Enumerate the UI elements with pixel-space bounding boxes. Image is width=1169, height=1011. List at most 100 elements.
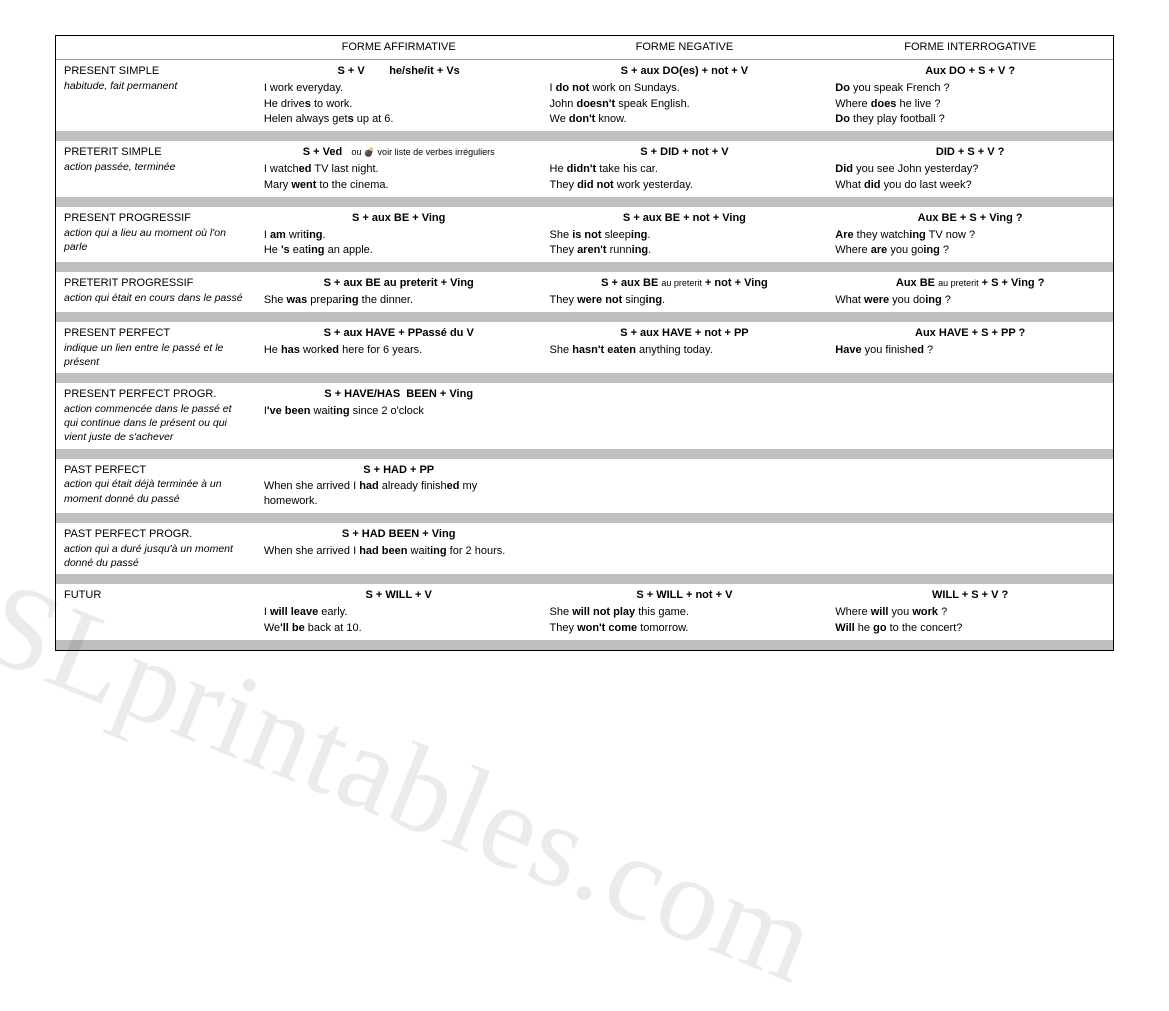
tense-desc: habitude, fait permanent — [64, 79, 248, 93]
tense-name: PRESENT PROGRESSIF — [64, 211, 248, 226]
example-line: John doesn't speak English. — [550, 97, 820, 112]
header-affirmative: FORME AFFIRMATIVE — [256, 36, 542, 59]
example-line: They aren't running. — [550, 243, 820, 258]
formula: S + HAD + PP — [264, 463, 534, 478]
header-row: FORME AFFIRMATIVE FORME NEGATIVE FORME I… — [56, 36, 1113, 60]
aff-cell: S + HAD BEEN + VingWhen she arrived I ha… — [256, 523, 542, 574]
tense-desc: indique un lien entre le passé et le pré… — [64, 341, 248, 369]
aff-cell: S + aux HAVE + PPassé du VHe has worked … — [256, 322, 542, 373]
row-separator — [56, 449, 1113, 459]
formula: WILL + S + V ? — [835, 588, 1105, 603]
example-line: They were not singing. — [550, 293, 820, 308]
row-separator — [56, 262, 1113, 272]
neg-cell: S + WILL + not + VShe will not play this… — [542, 584, 828, 640]
tense-label-cell: PRESENT PERFECTindique un lien entre le … — [56, 322, 256, 373]
int-cell: Aux DO + S + V ?Do you speak French ?Whe… — [827, 60, 1113, 131]
aff-cell: S + Ved ou 💣 voir liste de verbes irrégu… — [256, 141, 542, 197]
tense-name: PRETERIT SIMPLE — [64, 145, 248, 160]
neg-cell: S + DID + not + VHe didn't take his car.… — [542, 141, 828, 197]
example-line: Are they watching TV now ? — [835, 228, 1105, 243]
tense-row: PRETERIT SIMPLEaction passée, terminéeS … — [56, 141, 1113, 197]
neg-cell: S + aux BE au preterit + not + VingThey … — [542, 272, 828, 312]
examples: What were you doing ? — [835, 293, 1105, 308]
tense-desc: action qui était en cours dans le passé — [64, 291, 248, 305]
int-cell — [827, 459, 1113, 514]
aff-cell: S + V he/she/it + VsI work everyday.He d… — [256, 60, 542, 131]
aff-cell: S + HAVE/HAS BEEN + VingI've been waitin… — [256, 383, 542, 448]
tense-name: PRETERIT PROGRESSIF — [64, 276, 248, 291]
tense-desc: action qui était déjà terminée à un mome… — [64, 477, 248, 505]
examples: I've been waiting since 2 o'clock — [264, 404, 534, 419]
examples: Where will you work ?Will he go to the c… — [835, 605, 1105, 636]
examples: When she arrived I had already finished … — [264, 479, 534, 509]
examples: She will not play this game.They won't c… — [550, 605, 820, 636]
formula: S + aux BE + Ving — [264, 211, 534, 226]
row-separator — [56, 197, 1113, 207]
tense-name: FUTUR — [64, 588, 248, 603]
int-cell: Aux BE au preterit + S + Ving ? What were… — [827, 272, 1113, 312]
formula: S + WILL + V — [264, 588, 534, 603]
examples: I do not work on Sundays.John doesn't sp… — [550, 81, 820, 128]
tense-label-cell: PAST PERFECTaction qui était déjà termin… — [56, 459, 256, 514]
tense-label-cell: PRESENT PERFECT PROGR.action commencée d… — [56, 383, 256, 448]
example-line: Will he go to the concert? — [835, 621, 1105, 636]
example-line: Where will you work ? — [835, 605, 1105, 620]
example-line: He drives to work. — [264, 97, 534, 112]
header-empty — [56, 36, 256, 59]
example-line: I will leave early. — [264, 605, 534, 620]
tense-row: PRESENT PERFECTindique un lien entre le … — [56, 322, 1113, 373]
formula: S + aux DO(es) + not + V — [550, 64, 820, 79]
example-line: I've been waiting since 2 o'clock — [264, 404, 534, 419]
formula: Aux DO + S + V ? — [835, 64, 1105, 79]
formula: S + aux HAVE + not + PP — [550, 326, 820, 341]
example-line: He has worked here for 6 years. — [264, 343, 534, 358]
formula: Aux BE + S + Ving ? — [835, 211, 1105, 226]
example-line: What did you do last week? — [835, 178, 1105, 193]
tense-name: PAST PERFECT PROGR. — [64, 527, 248, 542]
neg-cell — [542, 459, 828, 514]
example-line: Helen always gets up at 6. — [264, 112, 534, 127]
example-line: When she arrived I had already finished … — [264, 479, 534, 509]
neg-cell — [542, 523, 828, 574]
tense-label-cell: PRESENT SIMPLEhabitude, fait permanent — [56, 60, 256, 131]
grammar-table: FORME AFFIRMATIVE FORME NEGATIVE FORME I… — [55, 35, 1114, 651]
tense-row: PRETERIT PROGRESSIFaction qui était en c… — [56, 272, 1113, 312]
example-line: She will not play this game. — [550, 605, 820, 620]
example-line: I am writing. — [264, 228, 534, 243]
examples: She was preparing the dinner. — [264, 293, 534, 308]
row-separator — [56, 574, 1113, 584]
example-line: We don't know. — [550, 112, 820, 127]
int-cell: Aux BE + S + Ving ? Are they watching TV … — [827, 207, 1113, 263]
tense-name: PRESENT PERFECT PROGR. — [64, 387, 248, 402]
tense-name: PRESENT SIMPLE — [64, 64, 248, 79]
tense-desc: action commencée dans le passé et qui co… — [64, 402, 248, 445]
int-cell — [827, 523, 1113, 574]
examples: When she arrived I had been waiting for … — [264, 544, 534, 559]
tense-name: PRESENT PERFECT — [64, 326, 248, 341]
tense-label-cell: PRETERIT SIMPLEaction passée, terminée — [56, 141, 256, 197]
example-line: Do they play football ? — [835, 112, 1105, 127]
example-line: He didn't take his car. — [550, 162, 820, 177]
int-cell: Aux HAVE + S + PP ?Have you finished ? — [827, 322, 1113, 373]
tense-row: PAST PERFECT PROGR.action qui a duré jus… — [56, 523, 1113, 574]
example-line: When she arrived I had been waiting for … — [264, 544, 534, 559]
neg-cell: S + aux BE + not + VingShe is not sleepi… — [542, 207, 828, 263]
tense-row: PRESENT PERFECT PROGR.action commencée d… — [56, 383, 1113, 448]
examples: I am writing.He 's eating an apple. — [264, 228, 534, 259]
examples: I watched TV last night.Mary went to the… — [264, 162, 534, 193]
aff-cell: S + aux BE + Ving I am writing.He 's eati… — [256, 207, 542, 263]
example-line: Did you see John yesterday? — [835, 162, 1105, 177]
example-line: She hasn't eaten anything today. — [550, 343, 820, 358]
aff-cell: S + aux BE au preterit + VingShe was pre… — [256, 272, 542, 312]
formula: Aux BE au preterit + S + Ving ? — [835, 276, 1105, 291]
row-separator — [56, 513, 1113, 523]
int-cell: WILL + S + V ? Where will you work ?Will … — [827, 584, 1113, 640]
example-line: Where are you going ? — [835, 243, 1105, 258]
tense-row: FUTURS + WILL + VI will leave early.We'l… — [56, 584, 1113, 640]
example-line: Do you speak French ? — [835, 81, 1105, 96]
examples: She hasn't eaten anything today. — [550, 343, 820, 358]
tense-row: PAST PERFECTaction qui était déjà termin… — [56, 459, 1113, 514]
examples: I work everyday.He drives to work.Helen … — [264, 81, 534, 128]
tense-name: PAST PERFECT — [64, 463, 248, 478]
example-line: Have you finished ? — [835, 343, 1105, 358]
